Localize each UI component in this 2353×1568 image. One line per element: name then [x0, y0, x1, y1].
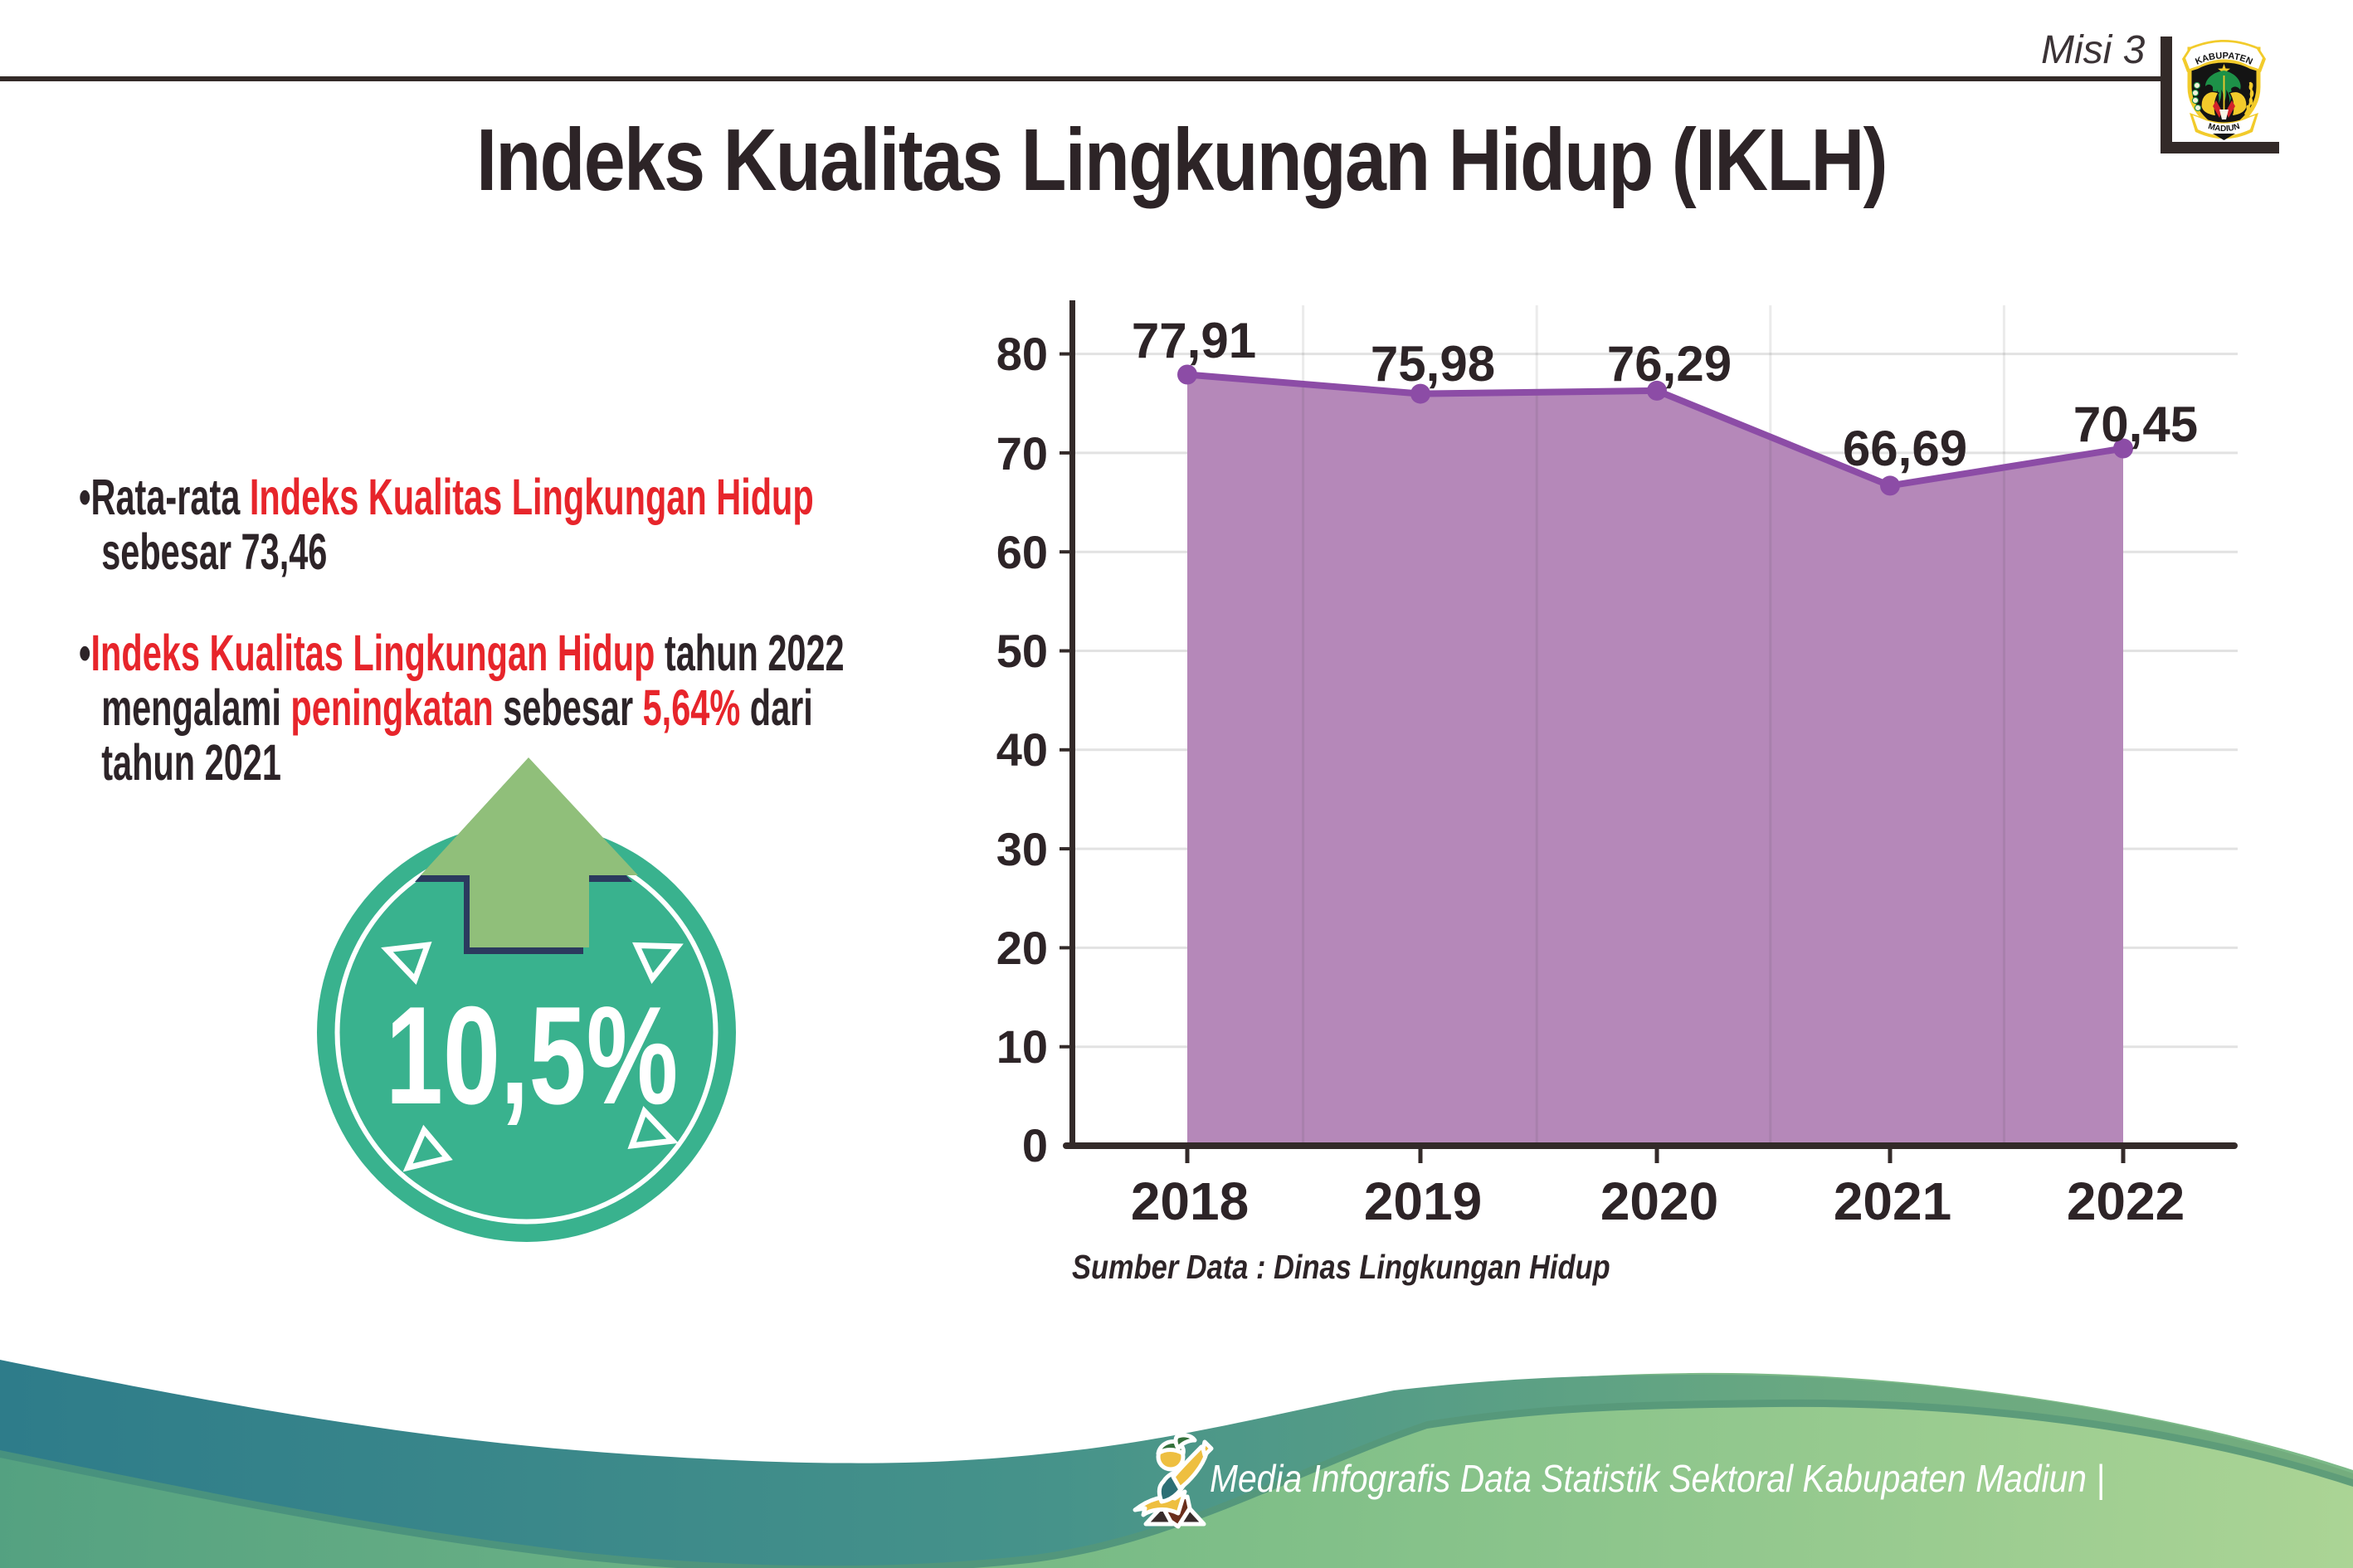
svg-text:2018: 2018 [1131, 1171, 1249, 1231]
svg-text:50: 50 [996, 625, 1048, 677]
svg-text:2020: 2020 [1600, 1171, 1718, 1231]
svg-text:60: 60 [996, 526, 1048, 578]
svg-text:77,91: 77,91 [1132, 313, 1256, 368]
svg-text:10,5%: 10,5% [386, 978, 678, 1134]
svg-text:66,69: 66,69 [1843, 421, 1967, 476]
svg-text:80: 80 [996, 328, 1048, 380]
svg-text:2021: 2021 [1834, 1171, 1951, 1231]
svg-text:20: 20 [996, 922, 1048, 974]
svg-text:2019: 2019 [1364, 1171, 1482, 1231]
svg-text:30: 30 [996, 823, 1048, 875]
svg-text:2022: 2022 [2067, 1171, 2185, 1231]
svg-text:40: 40 [996, 723, 1048, 776]
svg-text:Sumber Data : Dinas Lingkungan: Sumber Data : Dinas Lingkungan Hidup [1072, 1249, 1610, 1286]
svg-text:70,45: 70,45 [2073, 397, 2198, 452]
svg-text:75,98: 75,98 [1371, 336, 1495, 392]
svg-text:MADIUN: MADIUN [2207, 122, 2241, 134]
svg-text:70: 70 [996, 427, 1048, 480]
svg-text:76,29: 76,29 [1607, 336, 1732, 392]
svg-text:10: 10 [996, 1020, 1048, 1073]
svg-text:0: 0 [1022, 1119, 1048, 1171]
